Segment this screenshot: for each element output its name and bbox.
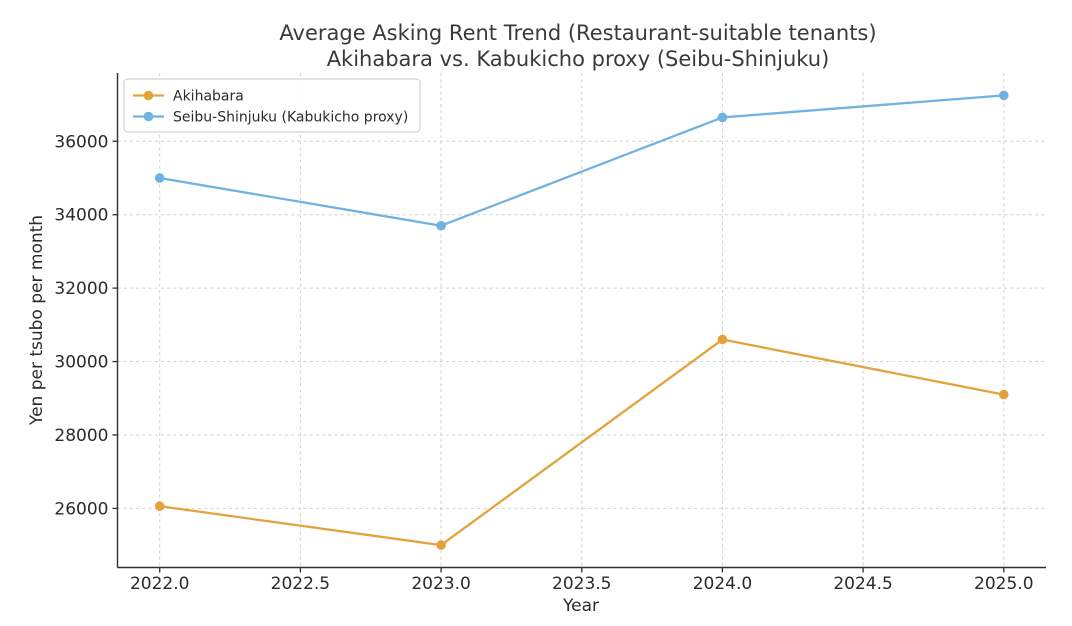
legend-label: Akihabara: [173, 89, 244, 105]
legend-label: Seibu-Shinjuku (Kabukicho proxy): [173, 110, 408, 126]
y-tick-label: 36000: [54, 132, 108, 152]
legend-box: [123, 78, 421, 133]
chart-subtitle: Akihabara vs. Kabukicho proxy (Seibu-Shi…: [327, 47, 830, 71]
y-tick-label: 30000: [54, 353, 108, 373]
y-tick-label: 26000: [54, 499, 108, 519]
data-point-akihabara: [717, 334, 728, 345]
series-line-akihabara: [158, 338, 1005, 547]
x-tick-label: 2022.0: [130, 574, 189, 594]
data-point-seibu-shinjuku-kabukicho-proxy: [154, 173, 165, 183]
y-tick-label: 32000: [54, 279, 108, 299]
x-tick-label: 2024.0: [693, 574, 752, 594]
legend-layer: Akihabara Seibu-Shinjuku (Kabukicho proxy…: [123, 78, 421, 133]
x-tick-label: 2023.0: [411, 574, 470, 594]
x-tick-label: 2024.5: [833, 574, 892, 594]
y-tick-label: 28000: [54, 426, 108, 446]
data-point-akihabara: [998, 389, 1009, 400]
chart-title: Average Asking Rent Trend (Restaurant-su…: [279, 21, 876, 45]
x-tick-label: 2023.5: [552, 574, 611, 594]
data-point-akihabara: [436, 540, 446, 550]
y-tick-label: 34000: [54, 206, 108, 226]
grid-layer: [117, 73, 1046, 568]
legend-marker-dot: [143, 111, 154, 122]
data-point-akihabara: [154, 501, 165, 511]
x-tick-label: 2022.5: [271, 574, 330, 594]
x-tick-label: 2025.0: [974, 574, 1033, 594]
data-point-seibu-shinjuku-kabukicho-proxy: [717, 112, 728, 123]
legend-marker-dot: [143, 90, 154, 101]
series-layer: [154, 90, 1009, 550]
x-axis-label: Year: [562, 596, 599, 616]
data-point-seibu-shinjuku-kabukicho-proxy: [998, 90, 1009, 101]
data-point-seibu-shinjuku-kabukicho-proxy: [436, 220, 446, 231]
series-line-seibu-shinjuku-kabukicho-proxy: [158, 94, 1005, 227]
y-axis-label: Yen per tsubo per month: [27, 215, 47, 426]
axes-layer: 2022.0 2022.5 2023.0 2023.5 2024.0 2024.5 2025…: [54, 73, 1046, 594]
